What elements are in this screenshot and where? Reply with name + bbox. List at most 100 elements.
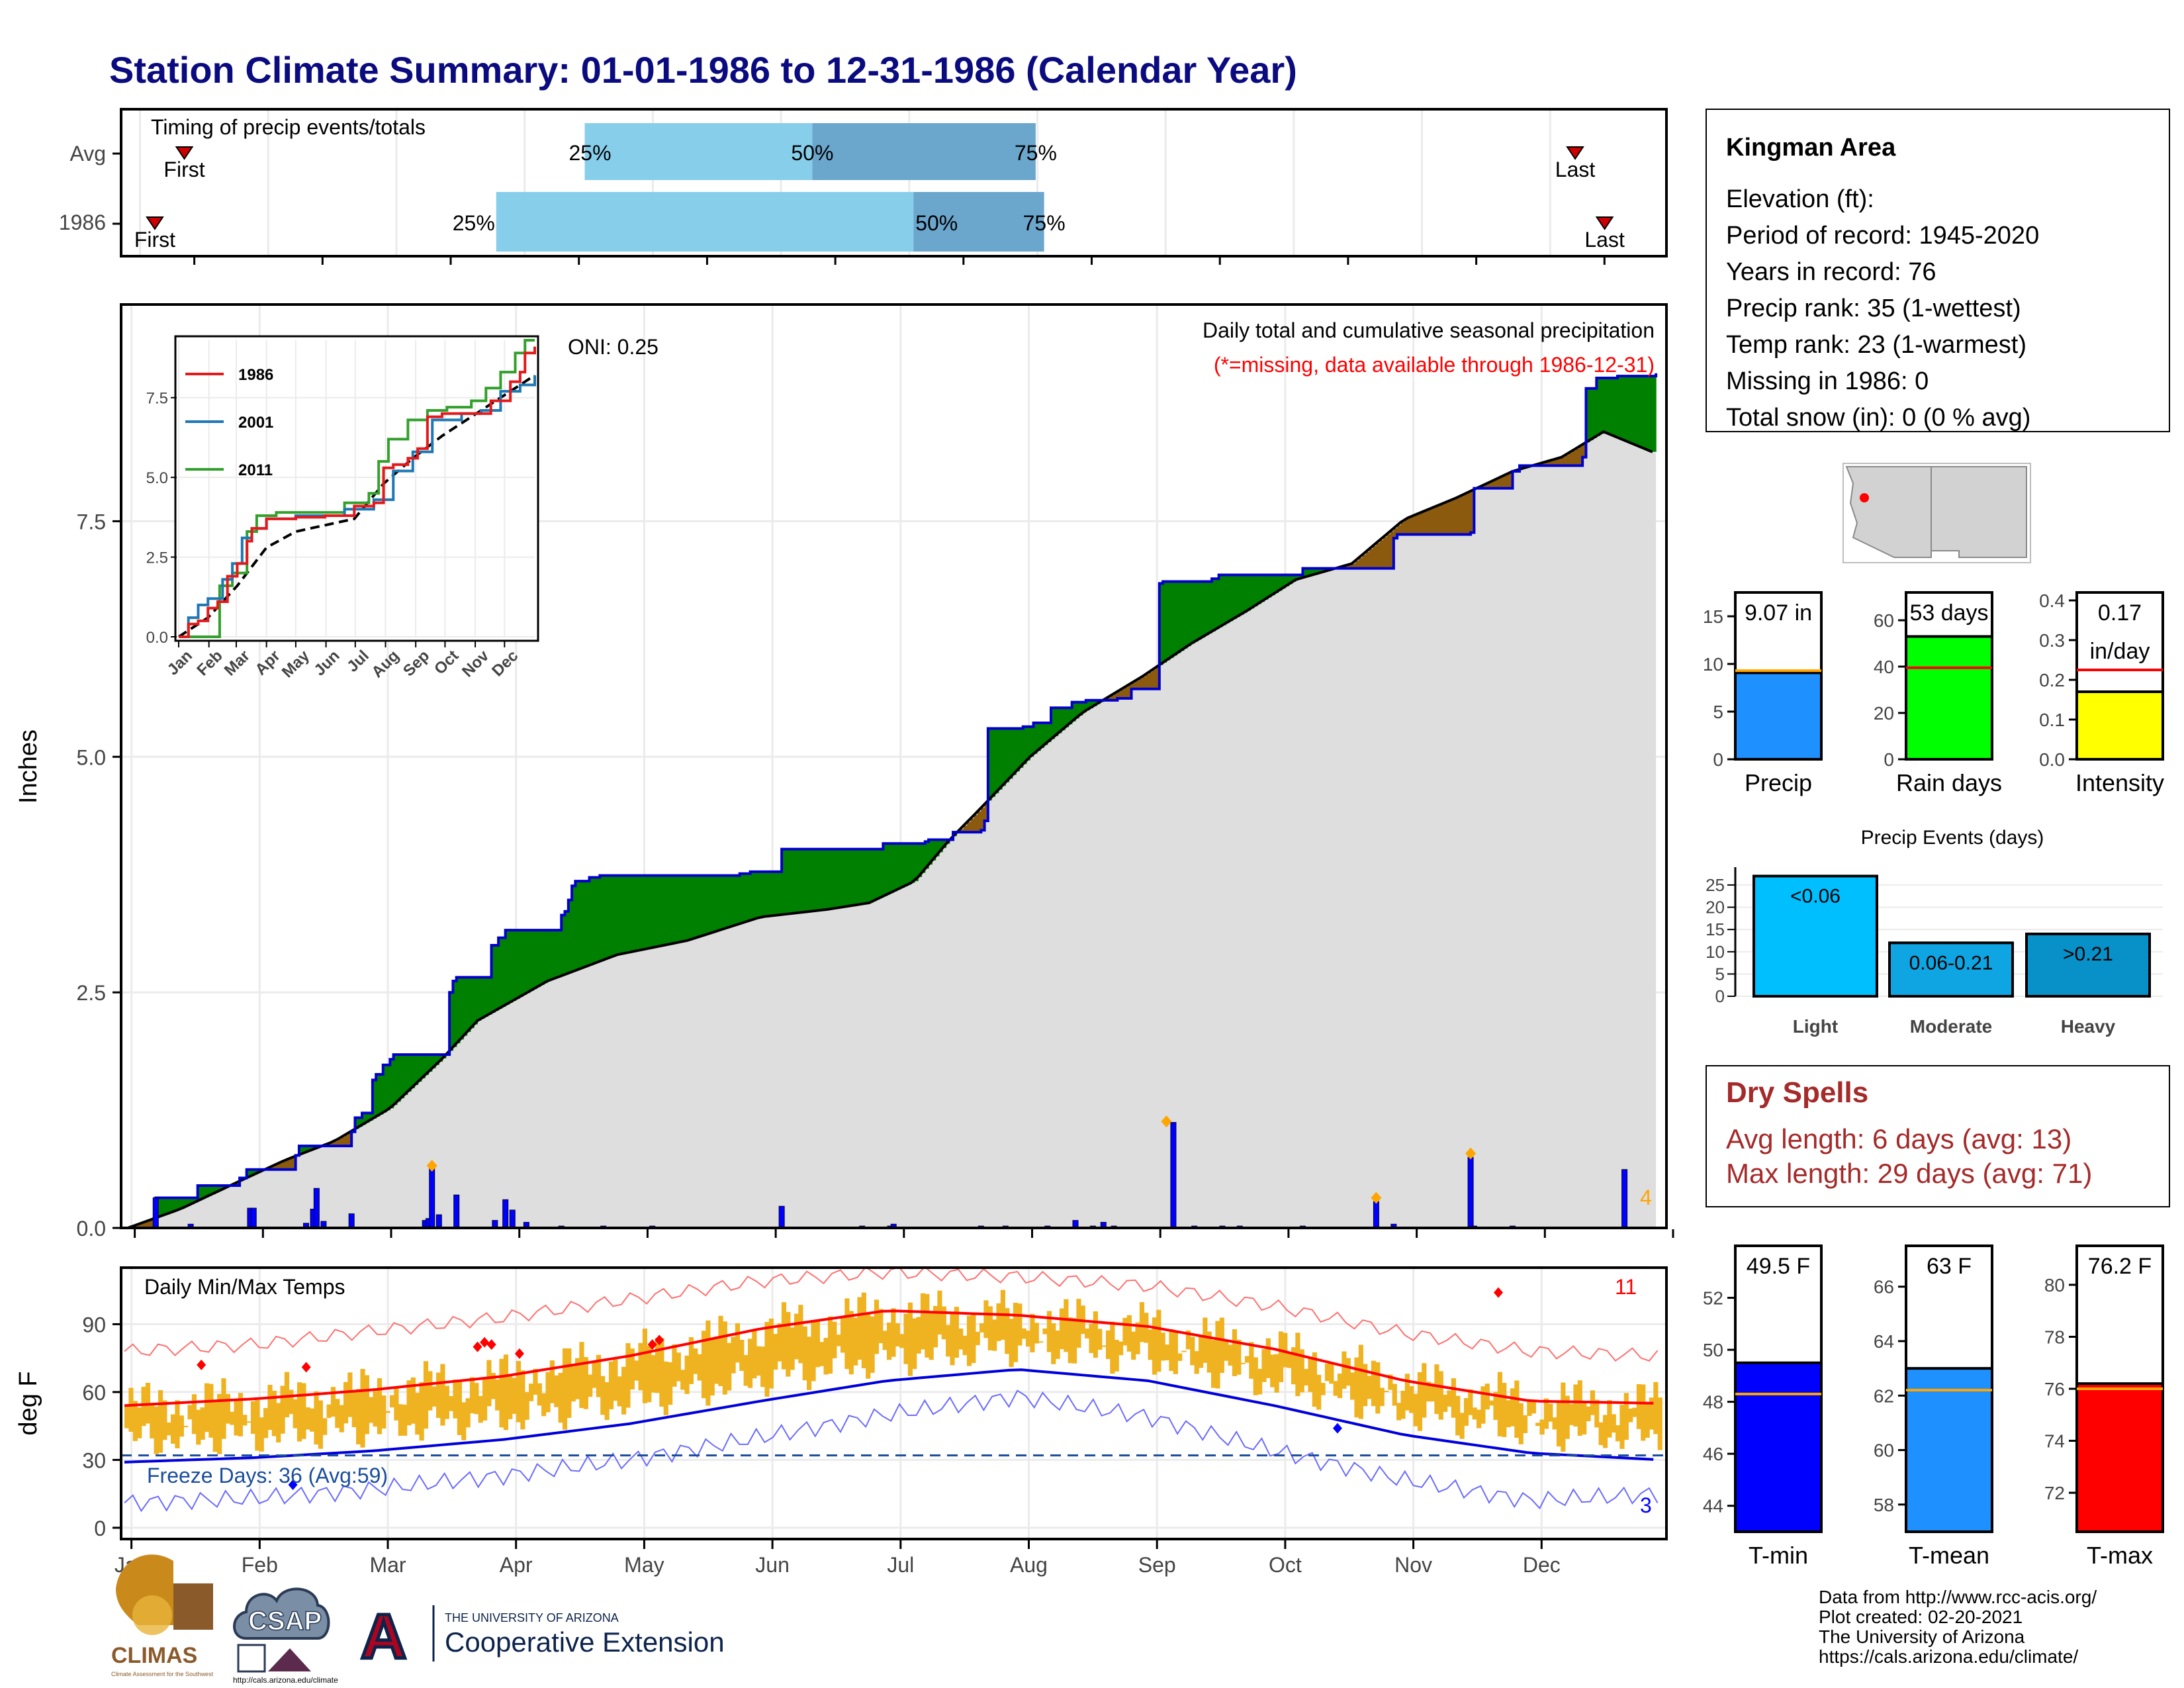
surplus-fill <box>729 875 733 927</box>
last-event-marker <box>1595 216 1614 230</box>
daily-temp-range-bar <box>1118 1341 1124 1356</box>
daily-temp-range-bar <box>621 1366 627 1415</box>
first-event-marker <box>175 146 194 160</box>
daily-temp-range-bar <box>853 1317 858 1366</box>
surplus-fill <box>561 915 566 976</box>
daily-temp-range-bar <box>1194 1351 1199 1374</box>
deficit-fill <box>1387 534 1391 569</box>
daily-temp-range-bar <box>962 1335 968 1356</box>
daily-temp-range-bar <box>1531 1401 1536 1414</box>
daily-temp-range-bar <box>1602 1415 1608 1448</box>
temp-count-high: 11 <box>1615 1275 1637 1299</box>
daily-temp-range-bar <box>1510 1388 1516 1427</box>
surplus-fill <box>788 849 793 914</box>
daily-temp-range-bar <box>743 1355 749 1386</box>
deficit-fill <box>967 821 972 833</box>
deficit-fill <box>1400 522 1405 535</box>
deficit-fill <box>1509 473 1514 489</box>
surplus-fill <box>1016 728 1021 772</box>
inset-legend-label: 2001 <box>238 414 273 432</box>
daily-temp-range-bar <box>992 1319 997 1351</box>
daily-temp-range-bar <box>1114 1340 1119 1372</box>
daily-temp-range-bar <box>1354 1357 1359 1418</box>
deficit-fill <box>347 1133 352 1147</box>
daily-temp-range-bar <box>1409 1385 1414 1413</box>
daily-temp-range-bar <box>1152 1317 1158 1375</box>
events-y-tick-label: 0 <box>1715 986 1725 1006</box>
daily-temp-range-bar <box>836 1335 841 1346</box>
station-temp-rank: Temp rank: 23 (1-warmest) <box>1726 331 2026 359</box>
csap-url: http://cals.arizona.edu/climate <box>233 1675 338 1685</box>
csap-logo: CSAP http://cals.arizona.edu/climate <box>233 1587 338 1685</box>
daily-temp-range-bar <box>1181 1350 1187 1352</box>
surplus-fill <box>1044 723 1048 745</box>
temp-y-tick-label: 0 <box>94 1517 106 1540</box>
ua-logo: A THE UNIVERSITY OF ARIZONA Cooperative … <box>359 1600 725 1674</box>
surplus-fill <box>631 875 635 952</box>
daily-temp-range-bar <box>347 1372 353 1417</box>
surplus-fill <box>606 875 611 959</box>
deficit-fill <box>1365 551 1370 569</box>
deficit-fill <box>1359 557 1363 569</box>
daily-temp-range-bar <box>592 1362 597 1388</box>
deficit-fill <box>1505 474 1510 489</box>
daily-temp-range-bar <box>1122 1317 1128 1346</box>
surplus-fill <box>568 900 572 974</box>
daily-temp-range-bar <box>642 1329 648 1403</box>
precip-panel-border <box>120 303 1668 1229</box>
deficit-fill <box>1435 506 1440 535</box>
surplus-fill <box>690 875 695 940</box>
surplus-fill <box>1061 708 1066 731</box>
surplus-fill <box>572 886 576 972</box>
daily-temp-range-bar <box>191 1394 197 1434</box>
events-category-label: Moderate <box>1910 1016 1992 1037</box>
surplus-fill <box>1215 579 1220 630</box>
deficit-fill <box>285 1160 289 1170</box>
deficit-fill <box>236 1182 240 1186</box>
record-max-line <box>124 1266 1659 1362</box>
daily-temp-range-bar <box>1257 1368 1263 1395</box>
daily-temp-range-bar <box>474 1383 479 1415</box>
surplus-fill <box>1068 708 1073 725</box>
daily-temp-range-bar <box>588 1374 593 1397</box>
events-category-label: Light <box>1793 1016 1838 1037</box>
surplus-fill <box>1229 575 1234 622</box>
daily-temp-range-bar <box>811 1319 816 1382</box>
inset-legend: 1986 2001 2011 <box>185 366 273 479</box>
surplus-fill <box>355 1117 359 1129</box>
daily-temp-range-bar <box>1367 1376 1372 1399</box>
surplus-fill <box>1621 376 1625 440</box>
daily-temp-range-bar <box>200 1407 205 1440</box>
surplus-fill <box>621 875 625 955</box>
surplus-fill <box>253 1169 258 1175</box>
timing-panel: Timing of precip events/totals Avg 1986 … <box>59 108 1734 265</box>
daily-temp-range-bar <box>1135 1322 1140 1354</box>
daily-temp-range-bar <box>596 1354 602 1397</box>
daily-temp-range-bar <box>1042 1328 1048 1335</box>
surplus-fill <box>883 843 887 896</box>
daily-temp-range-bar <box>600 1376 606 1415</box>
deficit-fill <box>1138 679 1142 689</box>
surplus-fill <box>505 930 510 1005</box>
surplus-fill <box>435 1055 439 1065</box>
daily-temp-range-bar <box>1105 1330 1111 1359</box>
daily-temp-range-bar <box>1598 1422 1604 1446</box>
surplus-fill <box>302 1146 307 1154</box>
daily-temp-range-bar <box>271 1390 277 1436</box>
deficit-fill <box>1453 498 1457 535</box>
deficit-fill <box>281 1161 286 1170</box>
stat-value-label: in/day <box>2090 639 2150 664</box>
surplus-fill <box>589 877 594 966</box>
stat-y-tick-label: 20 <box>1874 703 1894 724</box>
daily-temp-range-bar <box>423 1361 429 1429</box>
temp-x-tick-label: Oct <box>1269 1553 1302 1577</box>
surplus-fill <box>855 849 859 906</box>
surplus-fill <box>907 843 912 885</box>
daily-temp-range-bar <box>1308 1358 1313 1392</box>
surplus-fill <box>827 849 831 910</box>
surplus-fill <box>1040 723 1045 748</box>
surplus-fill <box>449 992 454 1051</box>
daily-temp-range-bar <box>629 1348 635 1390</box>
surplus-fill <box>414 1055 419 1086</box>
stat-category-label: T-mean <box>1909 1542 1989 1569</box>
